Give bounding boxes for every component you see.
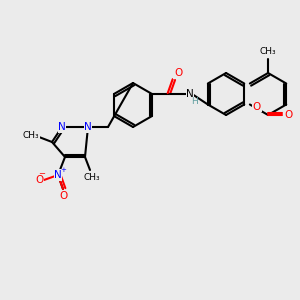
Text: N: N [58,122,66,132]
Text: CH₃: CH₃ [23,131,39,140]
Text: O: O [35,175,43,185]
Text: O: O [174,68,182,78]
Text: N: N [186,89,194,99]
Text: CH₃: CH₃ [84,172,100,182]
Text: +: + [60,167,66,173]
Text: N: N [54,170,62,180]
Text: H: H [191,97,197,106]
Text: O: O [284,110,292,120]
Text: −: − [38,169,46,178]
Text: O: O [253,101,261,112]
Text: N: N [84,122,92,132]
Text: O: O [59,191,67,201]
Text: CH₃: CH₃ [260,47,276,56]
